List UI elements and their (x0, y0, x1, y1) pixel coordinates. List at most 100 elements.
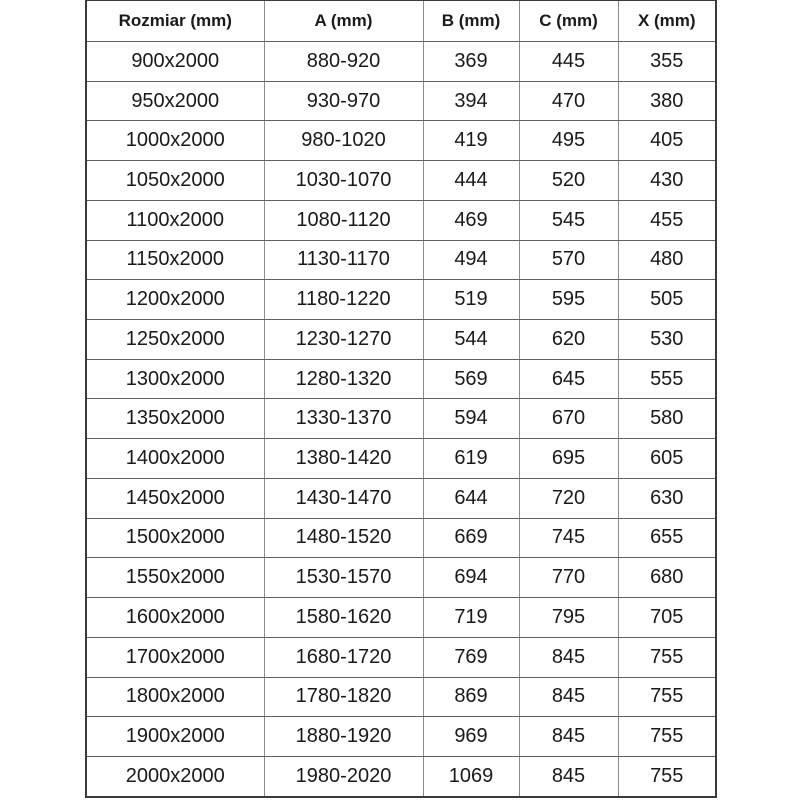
table-cell: 380 (617, 80, 717, 122)
table-cell: 1130-1170 (263, 239, 424, 281)
table-cell: 545 (518, 199, 619, 241)
table-cell: 745 (518, 517, 619, 559)
table-row: 1250x2000 1230-1270 544 620 530 (85, 319, 717, 360)
table-cell: 655 (617, 517, 717, 559)
table-cell: 669 (422, 517, 520, 559)
table-cell: 670 (518, 398, 619, 440)
table-row: 1200x2000 1180-1220 519 595 505 (85, 279, 717, 321)
table-row: 1600x2000 1580-1620 719 795 705 (85, 597, 717, 638)
table-cell: 1350x2000 (85, 398, 265, 440)
table-row: 1150x2000 1130-1170 494 570 480 (85, 239, 717, 281)
table-cell: 620 (518, 319, 619, 360)
table-cell: 1880-1920 (263, 716, 424, 757)
table-cell: 444 (422, 160, 520, 201)
table-body: 900x2000 880-920 369 445 355 950x2000 930-970 3… (85, 41, 717, 798)
table-cell: 1900x2000 (85, 716, 265, 757)
table-cell: 419 (422, 120, 520, 162)
table-cell: 1200x2000 (85, 279, 265, 321)
table-cell: 644 (422, 477, 520, 519)
table-cell: 605 (617, 438, 717, 479)
table-cell: 630 (617, 477, 717, 519)
table-cell: 555 (617, 358, 717, 400)
table-cell: 430 (617, 160, 717, 201)
table-cell: 1380-1420 (263, 438, 424, 479)
table-cell: 519 (422, 279, 520, 321)
table-cell: 469 (422, 199, 520, 241)
table-cell: 569 (422, 358, 520, 400)
column-header: Rozmiar (mm) (85, 0, 265, 42)
table-cell: 755 (617, 636, 717, 678)
table-cell: 695 (518, 438, 619, 479)
table-row: 1100x2000 1080-1120 469 545 455 (85, 199, 717, 241)
table-cell: 369 (422, 41, 520, 82)
table-cell: 544 (422, 319, 520, 360)
table-row: 1500x2000 1480-1520 669 745 655 (85, 517, 717, 559)
table-cell: 645 (518, 358, 619, 400)
column-header: A (mm) (263, 0, 424, 42)
table-cell: 1330-1370 (263, 398, 424, 440)
table-cell: 694 (422, 557, 520, 599)
table-cell: 1069 (422, 755, 520, 798)
table-cell: 1280-1320 (263, 358, 424, 400)
table-cell: 505 (617, 279, 717, 321)
table-cell: 1700x2000 (85, 636, 265, 678)
table-row: 1000x2000 980-1020 419 495 405 (85, 120, 717, 162)
table-cell: 570 (518, 239, 619, 281)
table-cell: 1180-1220 (263, 279, 424, 321)
table-cell: 405 (617, 120, 717, 162)
table-cell: 595 (518, 279, 619, 321)
table-cell: 755 (617, 716, 717, 757)
column-header: X (mm) (617, 0, 717, 42)
table-cell: 494 (422, 239, 520, 281)
table-cell: 969 (422, 716, 520, 757)
table-cell: 495 (518, 120, 619, 162)
table-cell: 755 (617, 676, 717, 718)
table-cell: 1600x2000 (85, 597, 265, 638)
table-cell: 1480-1520 (263, 517, 424, 559)
table-cell: 394 (422, 80, 520, 122)
table-cell: 1230-1270 (263, 319, 424, 360)
table-cell: 845 (518, 716, 619, 757)
table-cell: 520 (518, 160, 619, 201)
table-row: 1350x2000 1330-1370 594 670 580 (85, 398, 717, 440)
table-cell: 1150x2000 (85, 239, 265, 281)
table-cell: 1430-1470 (263, 477, 424, 519)
table-row: 900x2000 880-920 369 445 355 (85, 41, 717, 82)
table-row: 1550x2000 1530-1570 694 770 680 (85, 557, 717, 599)
table-cell: 869 (422, 676, 520, 718)
table-cell: 680 (617, 557, 717, 599)
table-cell: 795 (518, 597, 619, 638)
table-cell: 1530-1570 (263, 557, 424, 599)
table-cell: 1250x2000 (85, 319, 265, 360)
table-cell: 770 (518, 557, 619, 599)
table-cell: 1100x2000 (85, 199, 265, 241)
table-row: 1400x2000 1380-1420 619 695 605 (85, 438, 717, 479)
table-cell: 980-1020 (263, 120, 424, 162)
table-cell: 845 (518, 676, 619, 718)
table-cell: 470 (518, 80, 619, 122)
table-row: 1450x2000 1430-1470 644 720 630 (85, 477, 717, 519)
table-cell: 445 (518, 41, 619, 82)
table-row: 1800x2000 1780-1820 869 845 755 (85, 676, 717, 718)
column-header: B (mm) (422, 0, 520, 42)
table-row: 950x2000 930-970 394 470 380 (85, 80, 717, 122)
table-cell: 1780-1820 (263, 676, 424, 718)
table-cell: 1080-1120 (263, 199, 424, 241)
table-cell: 845 (518, 636, 619, 678)
table-cell: 619 (422, 438, 520, 479)
table-cell: 755 (617, 755, 717, 798)
table-row: 1050x2000 1030-1070 444 520 430 (85, 160, 717, 201)
table-row: 2000x2000 1980-2020 1069 845 755 (85, 755, 717, 798)
table-cell: 1580-1620 (263, 597, 424, 638)
table-cell: 769 (422, 636, 520, 678)
table-row: 1900x2000 1880-1920 969 845 755 (85, 716, 717, 757)
table-cell: 950x2000 (85, 80, 265, 122)
table-cell: 1550x2000 (85, 557, 265, 599)
table-cell: 1300x2000 (85, 358, 265, 400)
table-cell: 1030-1070 (263, 160, 424, 201)
table-cell: 455 (617, 199, 717, 241)
table-cell: 480 (617, 239, 717, 281)
table-header-row: Rozmiar (mm) A (mm) B (mm) C (mm) X (mm) (85, 0, 717, 42)
table-row: 1300x2000 1280-1320 569 645 555 (85, 358, 717, 400)
